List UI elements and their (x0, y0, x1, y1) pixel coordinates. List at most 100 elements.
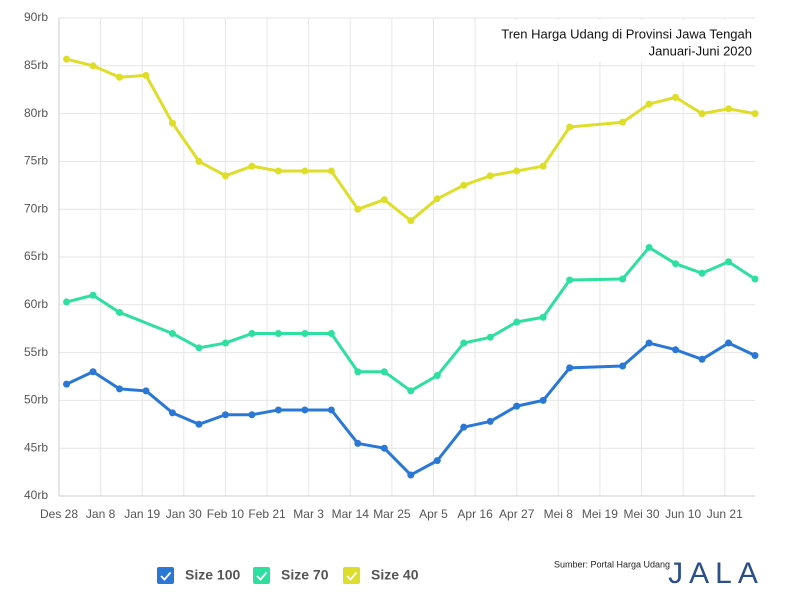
point (566, 123, 574, 131)
point (486, 333, 494, 341)
y-tick-label: 45rb (24, 440, 48, 454)
y-tick-label: 55rb (24, 345, 48, 359)
title-box (476, 20, 758, 62)
point (380, 196, 388, 204)
point (89, 291, 97, 299)
x-tick-label: Mar 3 (293, 507, 324, 521)
x-tick-label: Jan 30 (166, 507, 202, 521)
point (142, 71, 150, 79)
x-tick-label: Apr 5 (419, 507, 448, 521)
point (142, 387, 150, 395)
point (221, 339, 229, 347)
point (354, 368, 362, 376)
x-tick-label: Jun 10 (665, 507, 701, 521)
legend-checkbox[interactable] (343, 567, 360, 584)
x-tick-label: Feb 21 (248, 507, 286, 521)
legend-check (256, 571, 268, 581)
legend-label[interactable]: Size 40 (371, 567, 419, 583)
x-tick-label: Mei 30 (624, 507, 660, 521)
point (116, 308, 124, 316)
point (725, 105, 733, 113)
point (301, 406, 309, 414)
point (539, 396, 547, 404)
point (89, 62, 97, 70)
logo: JALA (668, 557, 764, 590)
x-tick-label: Des 28 (40, 507, 78, 521)
point (407, 217, 415, 225)
y-tick-label: 70rb (24, 201, 48, 215)
point (486, 417, 494, 425)
point (380, 368, 388, 376)
legend-check (346, 571, 358, 581)
point (116, 385, 124, 393)
point (619, 362, 627, 370)
point (195, 420, 203, 428)
point (327, 406, 335, 414)
legend-label[interactable]: Size 100 (185, 567, 240, 583)
point (116, 73, 124, 81)
legend-item[interactable]: Size 40 (343, 567, 419, 584)
point (63, 380, 71, 388)
legend-label[interactable]: Size 70 (281, 567, 329, 583)
point (354, 439, 362, 447)
y-tick-label: 60rb (24, 297, 48, 311)
chart-subtitle: Januari-Juni 2020 (649, 43, 752, 58)
point (195, 157, 203, 165)
point (433, 457, 441, 465)
point (168, 409, 176, 417)
y-tick-label: 40rb (24, 488, 48, 502)
point (725, 258, 733, 266)
point (433, 195, 441, 203)
point (168, 119, 176, 127)
y-tick-label: 90rb (24, 10, 48, 24)
point (672, 93, 680, 101)
x-tick-label: Mei 19 (582, 507, 618, 521)
point (645, 339, 653, 347)
point (645, 100, 653, 108)
point (168, 329, 176, 337)
legend-checkbox[interactable] (253, 567, 270, 584)
point (539, 162, 547, 170)
point (407, 471, 415, 479)
legend-check (160, 571, 172, 581)
legend-item[interactable]: Size 70 (253, 567, 329, 584)
point (672, 260, 680, 268)
point (221, 172, 229, 180)
point (619, 118, 627, 126)
legend-checkbox[interactable] (157, 567, 174, 584)
point (274, 406, 282, 414)
point (354, 205, 362, 213)
x-tick-label: Mar 25 (373, 507, 411, 521)
point (513, 167, 521, 175)
point (433, 372, 441, 380)
point (274, 167, 282, 175)
point (63, 298, 71, 306)
point (751, 275, 759, 283)
y-tick-label: 65rb (24, 249, 48, 263)
point (380, 444, 388, 452)
legend-item[interactable]: Size 100 (157, 567, 240, 584)
point (698, 269, 706, 277)
point (460, 423, 468, 431)
point (248, 329, 256, 337)
series-line (66, 245, 756, 393)
x-tick-label: Jan 19 (124, 507, 160, 521)
point (645, 243, 653, 251)
point (327, 329, 335, 337)
point (751, 351, 759, 359)
point (274, 329, 282, 337)
y-tick-label: 75rb (24, 154, 48, 168)
point (195, 344, 203, 352)
point (566, 276, 574, 284)
point (751, 110, 759, 118)
series-line (65, 341, 756, 477)
point (513, 318, 521, 326)
point (89, 368, 97, 376)
x-tick-label: Jun 21 (707, 507, 743, 521)
point (63, 55, 71, 63)
x-tick-label: Mar 14 (332, 507, 370, 521)
point (221, 411, 229, 419)
x-tick-label: Mei 8 (544, 507, 574, 521)
point (698, 110, 706, 118)
